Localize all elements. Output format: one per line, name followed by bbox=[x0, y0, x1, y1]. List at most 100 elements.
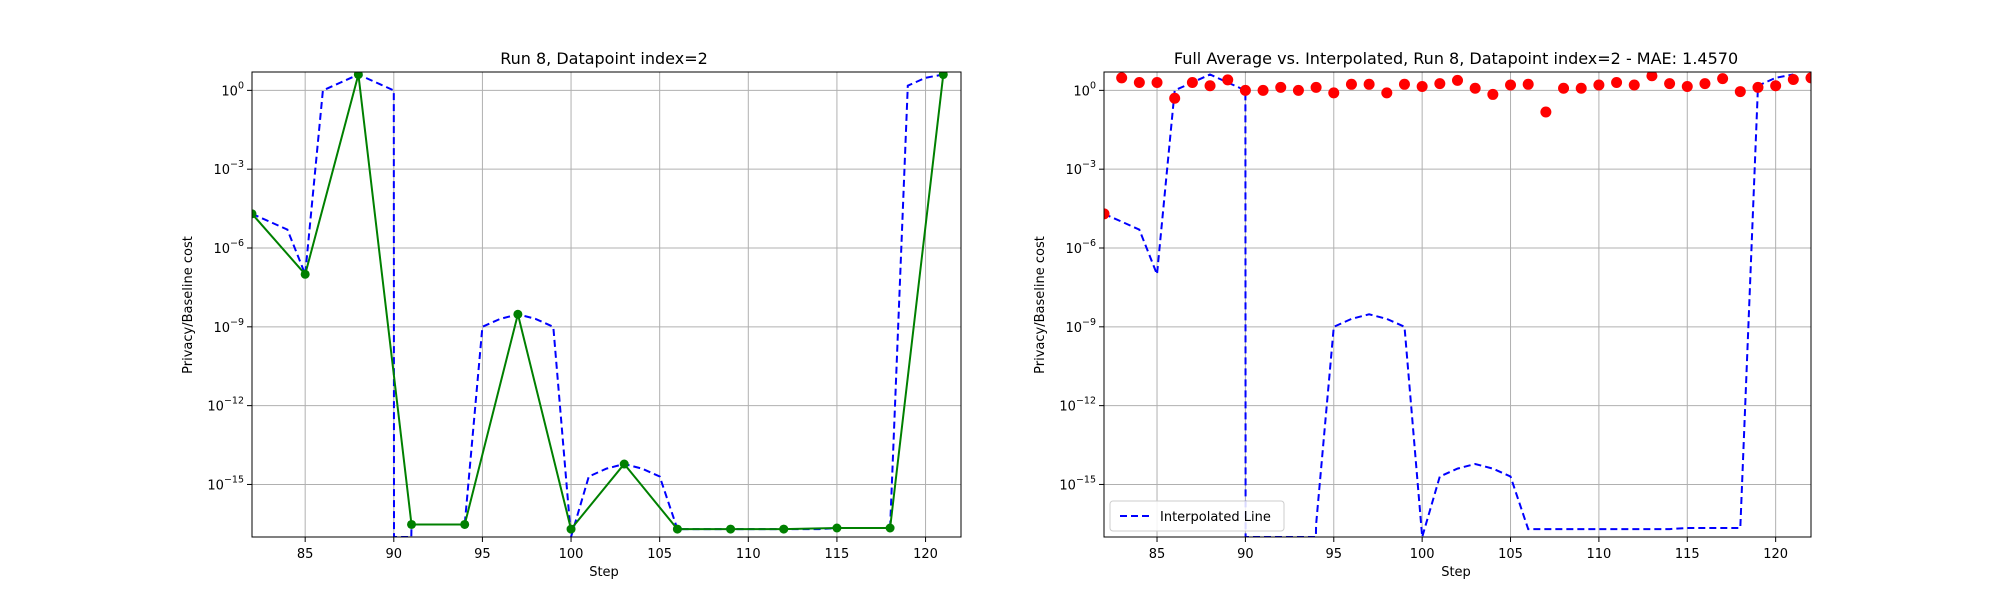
x-tick-label: 115 bbox=[825, 547, 850, 562]
data-point bbox=[460, 519, 470, 529]
data-point bbox=[1593, 79, 1605, 91]
x-tick-label: 105 bbox=[647, 547, 672, 562]
data-point bbox=[1558, 82, 1570, 94]
data-point bbox=[832, 523, 842, 533]
plot-frame bbox=[251, 71, 962, 538]
x-tick-label: 100 bbox=[559, 547, 584, 562]
chart-left: Run 8, Datapoint index=2 Step Privacy/Ba… bbox=[181, 49, 962, 580]
data-point bbox=[1275, 81, 1287, 93]
y-tick-label: 100 bbox=[221, 80, 244, 99]
data-point bbox=[1222, 74, 1234, 86]
x-tick-label: 90 bbox=[386, 547, 403, 562]
data-point bbox=[1328, 87, 1340, 99]
plot-frame bbox=[1103, 71, 1812, 538]
x-tick-label: 85 bbox=[297, 547, 314, 562]
data-point bbox=[1628, 79, 1640, 91]
data-point bbox=[252, 209, 257, 219]
data-point bbox=[1310, 81, 1322, 93]
plot-area bbox=[252, 72, 948, 537]
data-point bbox=[1186, 76, 1198, 88]
sampled-line bbox=[252, 74, 945, 532]
x-tick-label: 105 bbox=[1498, 547, 1523, 562]
y-tick-label: 100 bbox=[1073, 80, 1096, 99]
data-point bbox=[1770, 80, 1782, 92]
x-tick-label: 100 bbox=[1410, 547, 1435, 562]
y-tick-label: 10−9 bbox=[213, 317, 244, 336]
y-tick-label: 10−6 bbox=[1065, 238, 1096, 257]
data-point bbox=[407, 519, 417, 529]
x-tick-label: 90 bbox=[1237, 547, 1254, 562]
data-point bbox=[938, 72, 948, 80]
data-point bbox=[1239, 84, 1251, 96]
y-tick-label: 10−6 bbox=[213, 238, 244, 257]
data-point bbox=[1104, 208, 1110, 220]
data-point bbox=[1434, 78, 1446, 90]
data-point bbox=[1717, 73, 1729, 85]
data-point bbox=[1292, 84, 1304, 96]
data-point bbox=[1345, 78, 1357, 90]
data-point bbox=[1363, 78, 1375, 90]
data-point bbox=[1133, 76, 1145, 88]
data-point bbox=[1505, 79, 1517, 91]
legend-box bbox=[1109, 500, 1285, 532]
x-axis-label: Step bbox=[589, 565, 619, 580]
legend: Interpolated Line bbox=[1109, 500, 1285, 532]
x-tick-label: 120 bbox=[1763, 547, 1788, 562]
x-tick-label: 120 bbox=[913, 547, 938, 562]
y-tick-label: 10−15 bbox=[1059, 474, 1096, 493]
y-axis-label: Privacy/Baseline cost bbox=[181, 236, 196, 374]
data-point bbox=[1540, 106, 1552, 118]
data-point bbox=[1116, 72, 1128, 84]
data-point bbox=[1805, 72, 1811, 84]
data-point bbox=[1398, 78, 1410, 90]
data-point bbox=[1734, 86, 1746, 98]
chart-title: Full Average vs. Interpolated, Run 8, Da… bbox=[1174, 49, 1738, 68]
data-point bbox=[1752, 81, 1764, 93]
x-axis-label: Step bbox=[1441, 565, 1471, 580]
x-tick-label: 115 bbox=[1675, 547, 1700, 562]
data-point bbox=[1381, 87, 1393, 99]
data-point bbox=[1151, 76, 1163, 88]
plot-area bbox=[1104, 72, 1811, 537]
data-point bbox=[1664, 78, 1676, 90]
data-point bbox=[1681, 81, 1693, 93]
data-point bbox=[1416, 81, 1428, 93]
legend-label: Interpolated Line bbox=[1160, 510, 1271, 525]
x-tick-label: 85 bbox=[1149, 547, 1166, 562]
interpolated-line bbox=[1104, 73, 1794, 537]
data-point bbox=[1452, 74, 1463, 86]
y-tick-label: 10−3 bbox=[1065, 159, 1096, 178]
data-point bbox=[1469, 82, 1481, 94]
chart-right: Full Average vs. Interpolated, Run 8, Da… bbox=[1033, 49, 1812, 580]
y-tick-label: 10−12 bbox=[1059, 396, 1096, 415]
data-point bbox=[1575, 82, 1587, 94]
data-point bbox=[1257, 84, 1269, 96]
y-axis-label: Privacy/Baseline cost bbox=[1033, 236, 1048, 374]
data-point bbox=[672, 524, 682, 534]
data-point bbox=[885, 523, 895, 533]
y-tick-label: 10−9 bbox=[1065, 317, 1096, 336]
data-point bbox=[1699, 78, 1711, 90]
x-tick-label: 95 bbox=[474, 547, 491, 562]
data-point bbox=[300, 269, 310, 279]
chart-title: Run 8, Datapoint index=2 bbox=[500, 49, 708, 68]
data-point bbox=[726, 524, 736, 534]
x-tick-label: 110 bbox=[1586, 547, 1611, 562]
data-point bbox=[779, 524, 789, 534]
data-point bbox=[1646, 72, 1658, 82]
interpolated-line bbox=[252, 73, 944, 537]
data-point bbox=[1611, 76, 1623, 88]
y-tick-label: 10−3 bbox=[213, 159, 244, 178]
data-point bbox=[353, 72, 363, 80]
x-tick-label: 110 bbox=[736, 547, 761, 562]
x-tick-label: 95 bbox=[1326, 547, 1343, 562]
data-point bbox=[1787, 73, 1799, 85]
data-point bbox=[1487, 88, 1499, 100]
data-point bbox=[619, 459, 629, 469]
y-tick-label: 10−15 bbox=[207, 474, 244, 493]
data-point bbox=[1169, 92, 1181, 104]
data-point bbox=[1204, 80, 1216, 92]
data-point bbox=[1522, 78, 1534, 90]
data-point bbox=[513, 309, 523, 319]
